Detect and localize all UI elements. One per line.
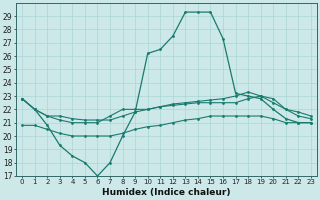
- X-axis label: Humidex (Indice chaleur): Humidex (Indice chaleur): [102, 188, 231, 197]
